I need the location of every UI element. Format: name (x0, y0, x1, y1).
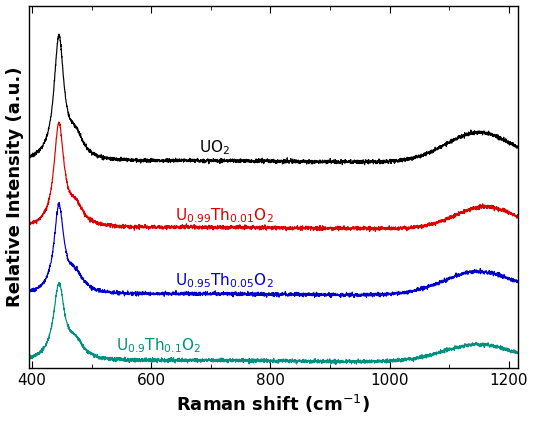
Text: U$_{0.9}$Th$_{0.1}$O$_2$: U$_{0.9}$Th$_{0.1}$O$_2$ (116, 337, 201, 355)
Text: U$_{0.95}$Th$_{0.05}$O$_2$: U$_{0.95}$Th$_{0.05}$O$_2$ (175, 271, 274, 290)
Text: U$_{0.99}$Th$_{0.01}$O$_2$: U$_{0.99}$Th$_{0.01}$O$_2$ (175, 206, 274, 225)
Text: UO$_2$: UO$_2$ (199, 138, 230, 157)
X-axis label: Raman shift (cm$^{-1}$): Raman shift (cm$^{-1}$) (177, 393, 370, 416)
Y-axis label: Relative Intensity (a.u.): Relative Intensity (a.u.) (5, 67, 24, 307)
